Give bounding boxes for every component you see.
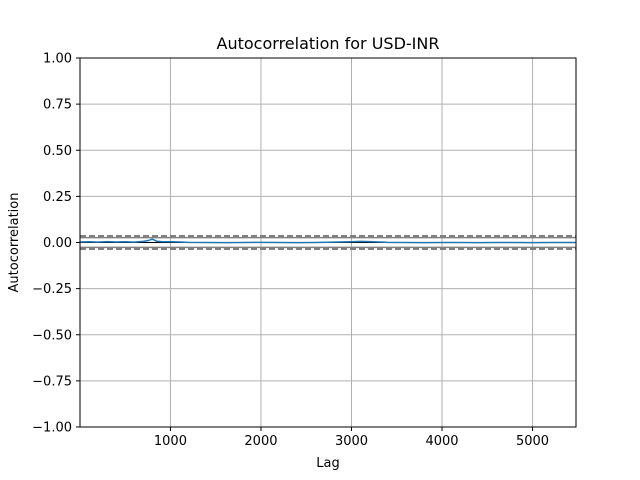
x-tick-label: 3000 — [335, 434, 368, 449]
y-axis-label: Autocorrelation — [7, 193, 22, 293]
x-ticks: 1000 2000 3000 4000 5000 — [154, 427, 549, 449]
y-tick-label: 1.00 — [43, 52, 72, 67]
x-tick-label: 2000 — [244, 434, 277, 449]
series-layer — [79, 238, 576, 244]
x-tick-label: 5000 — [516, 434, 549, 449]
y-tick-label: −1.00 — [32, 421, 72, 436]
x-tick-label: 1000 — [154, 434, 187, 449]
autocorrelation-series-line — [79, 238, 576, 244]
y-tick-label: 0.25 — [43, 190, 72, 205]
y-ticks: −1.00 −0.75 −0.50 −0.25 0.00 0.25 0.50 0.75 1.00 — [32, 52, 80, 436]
y-tick-label: −0.25 — [32, 282, 72, 297]
y-tick-label: −0.50 — [32, 328, 72, 343]
x-axis-label: Lag — [316, 456, 339, 471]
y-tick-label: 0.75 — [43, 98, 72, 113]
y-tick-label: 0.00 — [43, 236, 72, 251]
x-tick-label: 4000 — [425, 434, 458, 449]
chart-title: Autocorrelation for USD-INR — [217, 34, 440, 53]
y-tick-label: 0.50 — [43, 144, 72, 159]
y-tick-label: −0.75 — [32, 374, 72, 389]
